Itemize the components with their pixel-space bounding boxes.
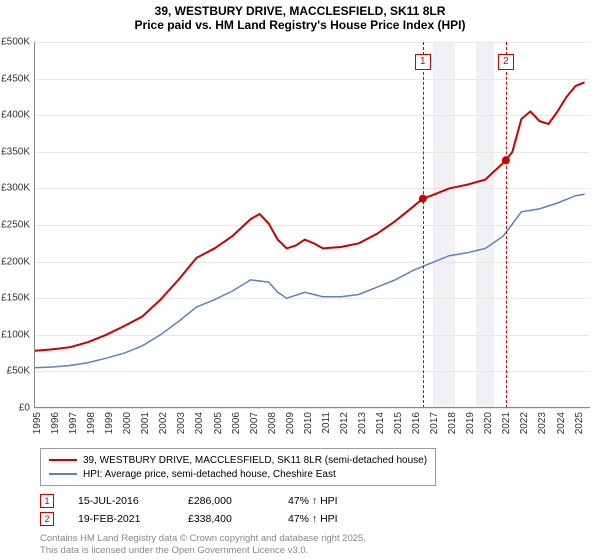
sale-number-box: 2	[40, 512, 54, 526]
legend-swatch	[49, 473, 77, 475]
x-axis-label: 2010	[303, 412, 314, 434]
gridline	[34, 408, 590, 409]
x-axis-label: 1997	[68, 412, 79, 434]
y-axis-label: £50K	[7, 366, 34, 377]
y-axis-label: £200K	[1, 256, 34, 267]
x-axis-label: 2014	[375, 412, 386, 434]
x-axis-label: 2025	[574, 412, 585, 434]
x-axis-label: 2022	[519, 412, 530, 434]
x-axis-label: 2019	[465, 412, 476, 434]
x-axis-label: 2023	[537, 412, 548, 434]
y-axis-label: £300K	[1, 183, 34, 194]
reference-line	[506, 42, 507, 408]
sale-price: £338,400	[188, 513, 288, 525]
sale-row: 2 19-FEB-2021£338,40047% ↑ HPI	[40, 510, 338, 528]
x-axis-label: 2013	[357, 412, 368, 434]
sales-table: 1 15-JUL-2016£286,00047% ↑ HPI 2 19-FEB-202…	[40, 492, 338, 528]
x-axis-label: 2021	[501, 412, 512, 434]
sale-row: 1 15-JUL-2016£286,00047% ↑ HPI	[40, 492, 338, 510]
x-axis-label: 2001	[140, 412, 151, 434]
x-axis-label: 1995	[32, 412, 43, 434]
x-axis-label: 2015	[393, 412, 404, 434]
x-axis-label: 2009	[285, 412, 296, 434]
x-axis-label: 2005	[213, 412, 224, 434]
x-axis-label: 2003	[176, 412, 187, 434]
y-axis-label: £450K	[1, 73, 34, 84]
x-axis-label: 2004	[194, 412, 205, 434]
series-line	[34, 194, 585, 367]
series-line	[34, 82, 585, 351]
price-chart: 12 £0£50K£100K£150K£200K£250K£300K£350K£…	[34, 42, 590, 408]
footer-line: Contains HM Land Registry data © Crown c…	[40, 533, 366, 544]
x-axis-label: 2008	[267, 412, 278, 434]
x-axis-label: 2006	[231, 412, 242, 434]
y-axis-label: £350K	[1, 146, 34, 157]
legend-label: 39, WESTBURY DRIVE, MACCLESFIELD, SK11 8…	[83, 455, 427, 466]
sale-pct: 47% ↑ HPI	[288, 495, 338, 507]
x-axis-label: 1998	[86, 412, 97, 434]
legend-row: 39, WESTBURY DRIVE, MACCLESFIELD, SK11 8…	[49, 453, 427, 467]
y-axis-label: £500K	[1, 37, 34, 48]
sale-date: 15-JUL-2016	[78, 495, 188, 507]
reference-line	[423, 42, 424, 408]
reference-marker: 1	[415, 54, 431, 70]
sale-pct: 47% ↑ HPI	[288, 513, 338, 525]
page-title: 39, WESTBURY DRIVE, MACCLESFIELD, SK11 8…	[0, 4, 600, 18]
y-axis-label: £150K	[1, 293, 34, 304]
reference-marker: 2	[498, 54, 514, 70]
footer-line: This data is licensed under the Open Gov…	[40, 545, 366, 556]
x-axis-label: 2002	[158, 412, 169, 434]
y-axis-label: £400K	[1, 110, 34, 121]
page-subtitle: Price paid vs. HM Land Registry's House …	[0, 18, 600, 32]
x-axis-label: 2018	[447, 412, 458, 434]
x-axis-label: 1999	[104, 412, 115, 434]
x-axis-label: 2007	[249, 412, 260, 434]
legend-swatch	[49, 459, 77, 461]
x-axis-label: 1996	[50, 412, 61, 434]
x-axis-label: 2017	[429, 412, 440, 434]
x-axis-label: 2012	[339, 412, 350, 434]
y-axis-label: £100K	[1, 329, 34, 340]
x-axis-label: 2016	[411, 412, 422, 434]
x-axis-label: 2011	[321, 412, 332, 434]
sale-number-box: 1	[40, 494, 54, 508]
legend: 39, WESTBURY DRIVE, MACCLESFIELD, SK11 8…	[40, 448, 436, 486]
x-axis-label: 2000	[122, 412, 133, 434]
footer-attribution: Contains HM Land Registry data © Crown c…	[40, 533, 366, 556]
x-axis-label: 2024	[556, 412, 567, 434]
sale-price: £286,000	[188, 495, 288, 507]
legend-label: HPI: Average price, semi-detached house,…	[83, 469, 336, 480]
y-axis-label: £250K	[1, 220, 34, 231]
x-axis-label: 2020	[483, 412, 494, 434]
legend-row: HPI: Average price, semi-detached house,…	[49, 467, 427, 481]
sale-date: 19-FEB-2021	[78, 513, 188, 525]
